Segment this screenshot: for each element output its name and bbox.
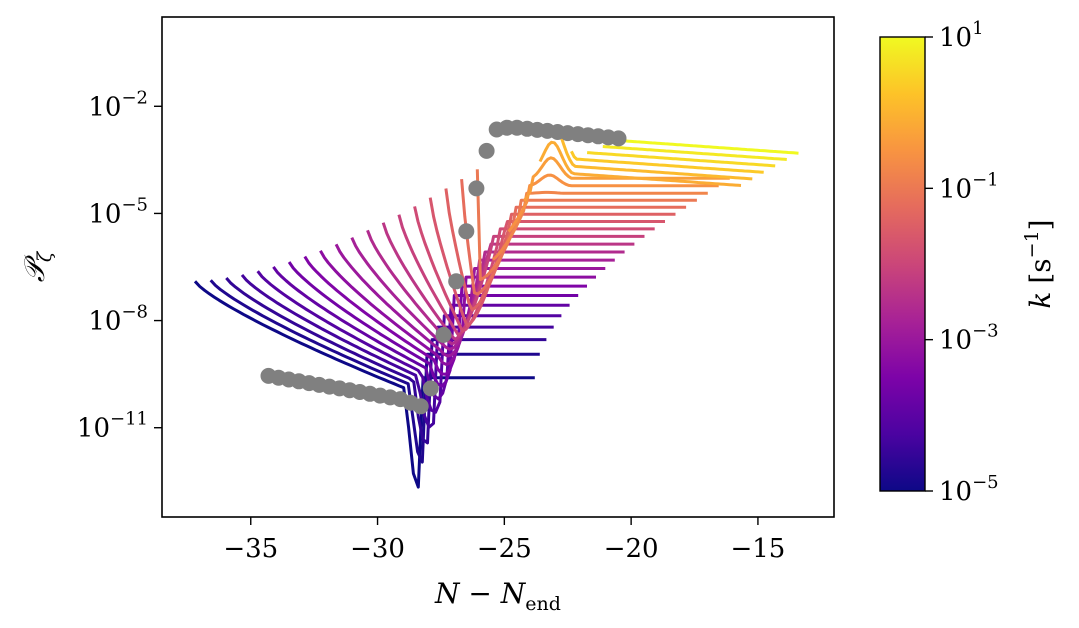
marker-point-20 <box>458 223 475 240</box>
curve-23 <box>538 140 742 187</box>
x-tick-label: −30 <box>350 534 405 564</box>
colorbar-tick-label: 10−5 <box>939 472 999 507</box>
y-tick-label: 10−2 <box>88 87 148 122</box>
curve-17 <box>444 188 676 312</box>
marker-point-18 <box>435 326 452 343</box>
y-axis: 10−2 10−5 10−8 10−11 <box>77 87 162 444</box>
colorbar-frame <box>879 36 926 492</box>
curve-26 <box>586 151 776 168</box>
curve-5 <box>256 270 562 414</box>
marker-point-19 <box>448 273 465 290</box>
plot-frame <box>161 16 835 518</box>
curve-15 <box>413 206 655 333</box>
y-tick-label: 10−8 <box>88 302 148 337</box>
x-tick-label: −15 <box>730 534 785 564</box>
colorbar-ticks: 101 10−1 10−3 10−5 <box>925 18 999 507</box>
marker-point-16 <box>412 398 429 415</box>
x-axis-label: N − Nend <box>434 577 561 615</box>
y-tick-label: 10−11 <box>77 409 148 444</box>
curve-25 <box>570 150 764 174</box>
curve-14 <box>397 214 645 337</box>
curve-6 <box>272 266 570 401</box>
curve-21 <box>507 173 719 233</box>
curve-family <box>193 124 799 489</box>
curve-1 <box>193 280 535 489</box>
curve-3 <box>225 277 547 445</box>
x-tick-label: −20 <box>604 534 659 564</box>
curve-16 <box>428 197 665 327</box>
colorbar <box>880 37 925 491</box>
curve-10 <box>334 243 606 358</box>
curve-7 <box>287 261 579 388</box>
colorbar-tick-label: 10−1 <box>939 169 999 204</box>
curve-27 <box>602 145 787 161</box>
curve-4 <box>240 273 554 429</box>
curve-28 <box>618 139 799 155</box>
curve-2 <box>209 279 540 464</box>
colorbar-label-exp: −1 <box>1021 230 1043 258</box>
y-tick-label: 10−5 <box>88 194 148 229</box>
colorbar-label-k: k <box>1024 292 1057 309</box>
colorbar-tick-label: 10−3 <box>939 321 999 356</box>
y-axis-label: 𝒫ζ <box>18 250 56 282</box>
marker-point-21 <box>468 180 485 197</box>
colorbar-label-unit: [s <box>1024 258 1057 283</box>
marker-point-35 <box>610 130 627 147</box>
x-tick-label: −25 <box>477 534 532 564</box>
colorbar-label-close: ] <box>1024 219 1057 230</box>
x-axis: −35 −30 −25 −20 −15 <box>223 517 785 564</box>
marker-point-22 <box>478 142 495 159</box>
marker-point-17 <box>422 380 439 397</box>
curve-8 <box>303 255 587 376</box>
colorbar-tick-label: 101 <box>939 18 984 53</box>
colorbar-label: k [s−1] <box>1021 219 1057 308</box>
curve-24 <box>554 124 753 181</box>
x-tick-label: −35 <box>223 534 278 564</box>
marker-series <box>260 119 627 415</box>
